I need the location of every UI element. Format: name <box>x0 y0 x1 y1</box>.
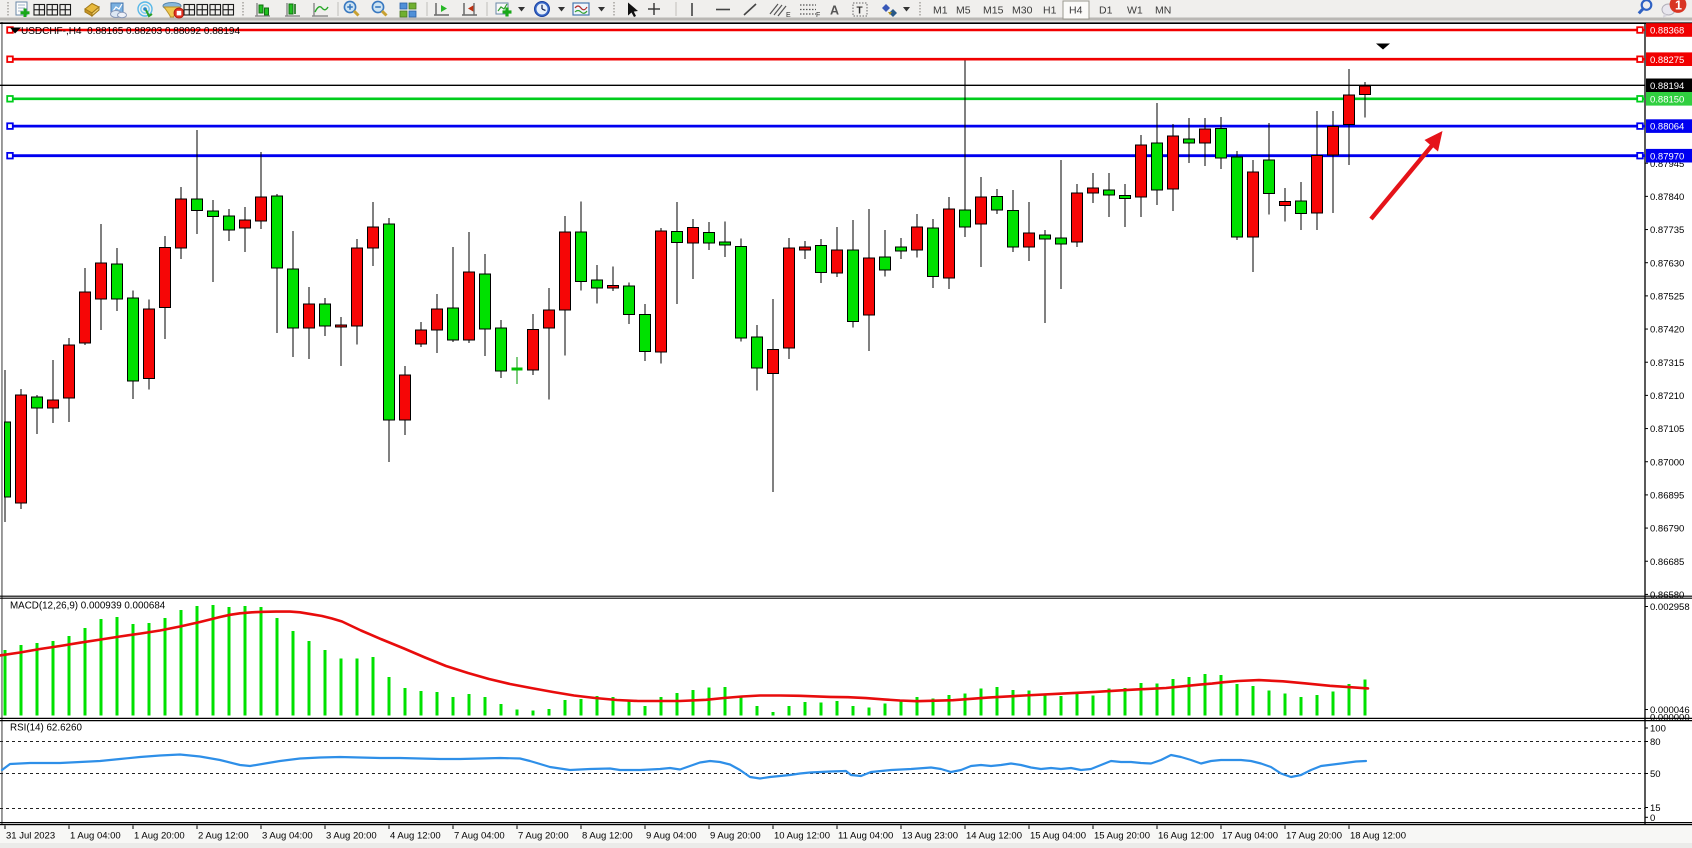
svg-text:50: 50 <box>1650 769 1661 780</box>
svg-text:18 Aug 12:00: 18 Aug 12:00 <box>1350 831 1406 842</box>
svg-text:RSI(14) 62.6260: RSI(14) 62.6260 <box>10 723 82 734</box>
svg-text:E: E <box>786 12 791 19</box>
svg-text:1: 1 <box>1675 0 1682 13</box>
svg-text:0.87735: 0.87735 <box>1650 225 1684 236</box>
svg-text:8 Aug 12:00: 8 Aug 12:00 <box>582 831 633 842</box>
svg-text:9 Aug 20:00: 9 Aug 20:00 <box>710 831 761 842</box>
svg-text:1 Aug 20:00: 1 Aug 20:00 <box>134 831 185 842</box>
svg-text:0.88194: 0.88194 <box>1650 81 1684 92</box>
svg-text:0.000046: 0.000046 <box>1650 705 1690 716</box>
svg-text:M15: M15 <box>983 5 1004 17</box>
svg-text:0.86895: 0.86895 <box>1650 491 1684 502</box>
svg-text:H1: H1 <box>1043 5 1057 17</box>
svg-text:0.87525: 0.87525 <box>1650 291 1684 302</box>
svg-text:3 Aug 04:00: 3 Aug 04:00 <box>262 831 313 842</box>
svg-text:0.002958: 0.002958 <box>1650 602 1690 613</box>
svg-text:10 Aug 12:00: 10 Aug 12:00 <box>774 831 830 842</box>
svg-text:0.88064: 0.88064 <box>1650 122 1684 133</box>
svg-text:MN: MN <box>1155 5 1171 17</box>
svg-text:17 Aug 04:00: 17 Aug 04:00 <box>1222 831 1278 842</box>
svg-text:15 Aug 04:00: 15 Aug 04:00 <box>1030 831 1086 842</box>
svg-text:USDCHF-,H4 0.88165 0.88203 0.: USDCHF-,H4 0.88165 0.88203 0.88092 0.881… <box>21 26 240 37</box>
svg-text:7 Aug 20:00: 7 Aug 20:00 <box>518 831 569 842</box>
svg-text:0.86685: 0.86685 <box>1650 557 1684 568</box>
svg-text:0.87105: 0.87105 <box>1650 424 1684 435</box>
svg-text:7 Aug 04:00: 7 Aug 04:00 <box>454 831 505 842</box>
svg-text:0.87840: 0.87840 <box>1650 192 1684 203</box>
svg-text:F: F <box>816 12 820 19</box>
svg-text:11 Aug 04:00: 11 Aug 04:00 <box>838 831 893 842</box>
svg-text:0.87945: 0.87945 <box>1650 159 1684 170</box>
svg-text:0.000000: 0.000000 <box>1650 712 1690 723</box>
svg-text:80: 80 <box>1650 737 1661 748</box>
svg-text:9 Aug 04:00: 9 Aug 04:00 <box>646 831 697 842</box>
svg-text:4 Aug 12:00: 4 Aug 12:00 <box>390 831 441 842</box>
svg-text:D1: D1 <box>1099 5 1113 17</box>
svg-text:0.86790: 0.86790 <box>1650 524 1684 535</box>
svg-text:0.87315: 0.87315 <box>1650 358 1684 369</box>
svg-text:13 Aug 23:00: 13 Aug 23:00 <box>902 831 958 842</box>
svg-text:2 Aug 12:00: 2 Aug 12:00 <box>198 831 249 842</box>
svg-text:M1: M1 <box>933 5 948 17</box>
svg-text:15: 15 <box>1650 803 1661 814</box>
svg-text:0.86580: 0.86580 <box>1650 590 1684 601</box>
svg-text:MACD(12,26,9) 0.000939 0.00068: MACD(12,26,9) 0.000939 0.000684 <box>10 601 166 612</box>
svg-text:T: T <box>857 6 863 17</box>
svg-text:0.87970: 0.87970 <box>1650 151 1684 162</box>
svg-text:3 Aug 20:00: 3 Aug 20:00 <box>326 831 377 842</box>
svg-text:14 Aug 12:00: 14 Aug 12:00 <box>966 831 1022 842</box>
svg-text:0: 0 <box>1650 813 1655 824</box>
svg-text:16 Aug 12:00: 16 Aug 12:00 <box>1158 831 1214 842</box>
svg-text:H4: H4 <box>1069 5 1083 17</box>
svg-text:100: 100 <box>1650 724 1666 735</box>
svg-text:0.88150: 0.88150 <box>1650 94 1684 105</box>
svg-text:0.87210: 0.87210 <box>1650 391 1684 402</box>
svg-text:0.88368: 0.88368 <box>1650 26 1684 37</box>
svg-text:15 Aug 20:00: 15 Aug 20:00 <box>1094 831 1150 842</box>
svg-text:17 Aug 20:00: 17 Aug 20:00 <box>1286 831 1342 842</box>
svg-text:0.87630: 0.87630 <box>1650 258 1684 269</box>
svg-text:M30: M30 <box>1012 5 1033 17</box>
svg-text:A: A <box>830 4 839 18</box>
svg-text:1 Aug 04:00: 1 Aug 04:00 <box>70 831 121 842</box>
svg-text:M5: M5 <box>956 5 971 17</box>
svg-text:0.88275: 0.88275 <box>1650 55 1684 66</box>
svg-text:W1: W1 <box>1127 5 1143 17</box>
svg-text:31 Jul 2023: 31 Jul 2023 <box>6 831 55 842</box>
svg-text:0.87000: 0.87000 <box>1650 457 1684 468</box>
svg-text:0.87420: 0.87420 <box>1650 325 1684 336</box>
